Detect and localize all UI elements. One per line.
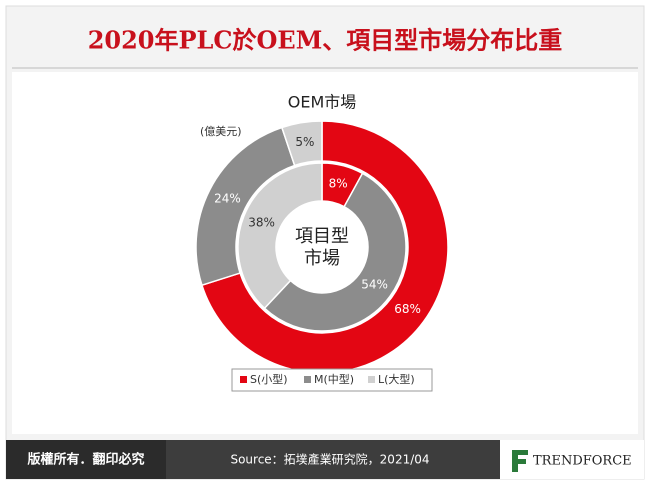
brand: TRENDFORCE	[533, 454, 632, 469]
legend-label: M(中型)	[314, 372, 354, 386]
value-label: 38%	[248, 216, 275, 230]
legend-swatch	[368, 376, 375, 383]
legend-label: L(大型)	[378, 372, 415, 386]
value-label: 68%	[394, 302, 421, 316]
donut-segment	[237, 162, 323, 310]
legend-items: S(小型) M(中型) L(大型)	[240, 372, 415, 386]
donut-segment	[280, 120, 323, 167]
value-label: 54%	[361, 278, 388, 292]
legend-label: S(小型)	[250, 372, 288, 386]
source: Source：拓墣產業研究院，2021/04	[230, 452, 429, 467]
donut-segment	[200, 120, 449, 374]
value-label: 24%	[214, 192, 241, 206]
legend-swatch	[240, 376, 247, 383]
value-label: 8%	[329, 177, 348, 191]
footer-left	[6, 440, 166, 479]
inner-ring-label: 項目型	[295, 226, 349, 247]
unit-label: (億美元)	[200, 125, 242, 138]
rights: 版權所有．翻印必究	[27, 452, 144, 468]
inner-ring-label: 市場	[304, 248, 340, 269]
legend	[231, 368, 433, 392]
value-label: 5%	[295, 135, 314, 149]
outer-ring-label: OEM市場	[288, 93, 357, 112]
donut-segment	[263, 172, 407, 332]
chart-title: 2020年PLC於OEM、項目型市場分布比重	[88, 26, 563, 55]
logo-mark	[512, 450, 528, 472]
legend-swatch	[304, 376, 311, 383]
